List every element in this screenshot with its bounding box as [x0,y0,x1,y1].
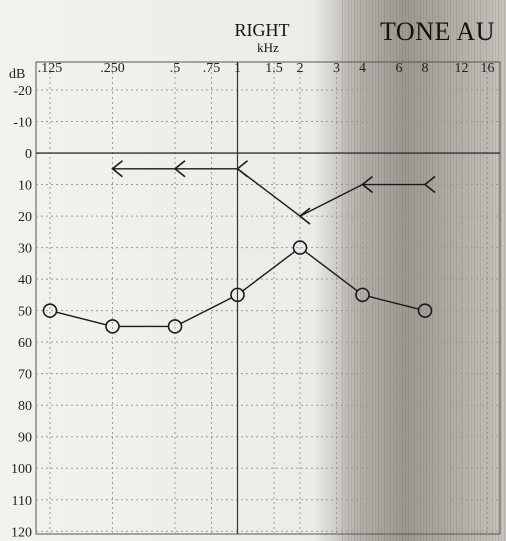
y-tick-label: 70 [18,368,32,383]
axes: -20 -10 0 10 20 30 40 50 60 70 80 90 100 110 120 .125 .2… [11,61,495,540]
series-segment [237,168,301,217]
x-tick-label: 1.5 [265,61,283,76]
y-tick-label: 50 [18,305,32,320]
y-tick-label: 60 [18,336,32,351]
data-point-angle [423,175,436,194]
x-tick-label: 1 [234,61,241,76]
series-segment [56,311,107,326]
data-point-circle [417,303,433,318]
grid [35,61,501,535]
x-tick-label: 12 [455,61,469,76]
data-point-circle [355,287,370,303]
series-segment [180,297,233,325]
y-tick-label: 0 [25,147,32,162]
data-point-circle [105,319,120,334]
series-segment [299,183,363,217]
y-tick-label: -20 [13,84,32,99]
series-circles [42,240,433,334]
data-point-circle [42,303,58,318]
y-tick-label: 80 [18,399,32,414]
series-layer [42,160,436,334]
series-segment [242,250,296,292]
y-tick-label: 110 [12,494,32,509]
y-unit-label: dB [9,67,25,82]
y-tick-label: 30 [18,242,32,257]
x-unit-label: kHz [257,40,279,55]
chart-title: RIGHT [235,20,290,40]
x-tick-label: .5 [170,61,181,76]
y-tick-label: 90 [18,431,32,446]
x-tick-label: .75 [203,61,221,76]
data-point-angle [236,160,248,178]
series-angles [111,160,436,225]
y-tick-label: 120 [11,525,32,540]
x-tick-label: 3 [333,61,340,76]
x-tick-label: 4 [359,61,366,76]
data-point-angle [111,160,123,178]
header-text: TONE AU [380,17,495,46]
data-point-circle [167,319,183,334]
y-tick-label: 20 [18,210,32,225]
y-tick-label: 40 [18,273,32,288]
x-tick-label: 16 [481,61,495,76]
data-point-angle [173,160,186,178]
data-point-circle [292,240,308,255]
series-segment [304,250,358,292]
y-tick-label: -10 [13,116,32,131]
y-tick-label: 10 [18,179,32,194]
y-tick-label: 100 [11,462,32,477]
data-point-circle [230,287,245,303]
plot-frame [35,61,501,535]
data-point-angle [361,175,373,194]
x-tick-label: 6 [396,61,403,76]
x-tick-label: .250 [100,61,125,76]
x-tick-label: 2 [297,61,304,76]
x-tick-label: 8 [422,61,429,76]
x-tick-label: .125 [38,61,63,76]
scan-shading [340,0,506,541]
data-point-angle [298,207,311,225]
series-segment [368,295,419,310]
